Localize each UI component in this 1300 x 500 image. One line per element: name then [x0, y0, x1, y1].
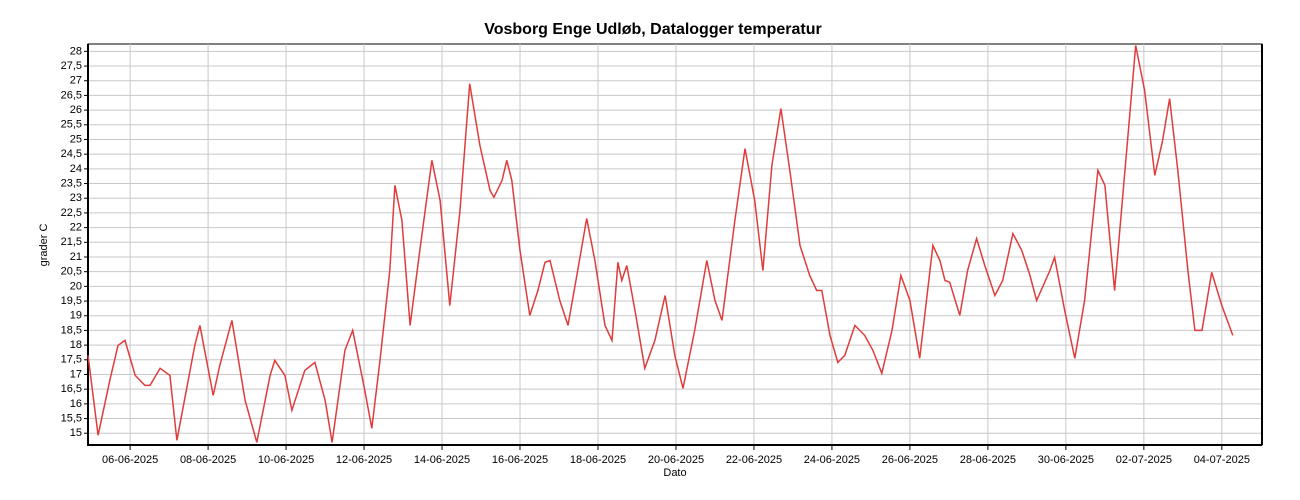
x-axis-label: Dato — [663, 467, 686, 479]
y-tick-label: 26 — [70, 104, 82, 116]
x-tick-label: 08-06-2025 — [180, 454, 236, 466]
x-tick-label: 22-06-2025 — [726, 454, 782, 466]
y-tick-label: 24 — [70, 163, 82, 175]
y-tick-label: 16 — [70, 398, 82, 410]
y-tick-label: 25,5 — [61, 119, 82, 131]
y-tick-label: 25 — [70, 133, 82, 145]
chart-title: Vosborg Enge Udløb, Datalogger temperatu… — [484, 21, 822, 38]
y-tick-label: 27 — [70, 75, 82, 87]
x-tick-label: 10-06-2025 — [258, 454, 314, 466]
y-tick-label: 16,5 — [61, 383, 82, 395]
y-axis-label: grader C — [38, 224, 50, 267]
y-tick-label: 20,5 — [61, 266, 82, 278]
y-tick-label: 15,5 — [61, 412, 82, 424]
x-tick-label: 20-06-2025 — [648, 454, 704, 466]
y-tick-label: 18,5 — [61, 324, 82, 336]
y-tick-label: 22,5 — [61, 207, 82, 219]
x-tick-label: 16-06-2025 — [492, 454, 548, 466]
x-tick-label: 12-06-2025 — [336, 454, 392, 466]
x-tick-label: 30-06-2025 — [1038, 454, 1094, 466]
y-tick-label: 17 — [70, 368, 82, 380]
y-tick-label: 22 — [70, 222, 82, 234]
y-tick-label: 26,5 — [61, 89, 82, 101]
x-tick-label: 26-06-2025 — [882, 454, 938, 466]
y-tick-label: 24,5 — [61, 148, 82, 160]
x-tick-label: 18-06-2025 — [570, 454, 626, 466]
temperature-line — [87, 45, 1234, 443]
y-tick-label: 28 — [70, 45, 82, 57]
y-tick-label: 15 — [70, 427, 82, 439]
x-tick-label: 04-07-2025 — [1194, 454, 1250, 466]
x-tick-label: 14-06-2025 — [414, 454, 470, 466]
y-tick-label: 23 — [70, 192, 82, 204]
x-tick-label: 24-06-2025 — [804, 454, 860, 466]
x-tick-label: 06-06-2025 — [102, 454, 158, 466]
plot-area — [87, 43, 1263, 446]
y-tick-label: 17,5 — [61, 354, 82, 366]
y-tick-label: 23,5 — [61, 177, 82, 189]
x-tick-label: 02-07-2025 — [1116, 454, 1172, 466]
y-tick-label: 21 — [70, 251, 82, 263]
y-tick-label: 20 — [70, 280, 82, 292]
y-tick-label: 27,5 — [61, 60, 82, 72]
y-tick-label: 18 — [70, 339, 82, 351]
y-tick-label: 19 — [70, 310, 82, 322]
x-tick-label: 28-06-2025 — [960, 454, 1016, 466]
y-tick-label: 19,5 — [61, 295, 82, 307]
y-tick-label: 21,5 — [61, 236, 82, 248]
